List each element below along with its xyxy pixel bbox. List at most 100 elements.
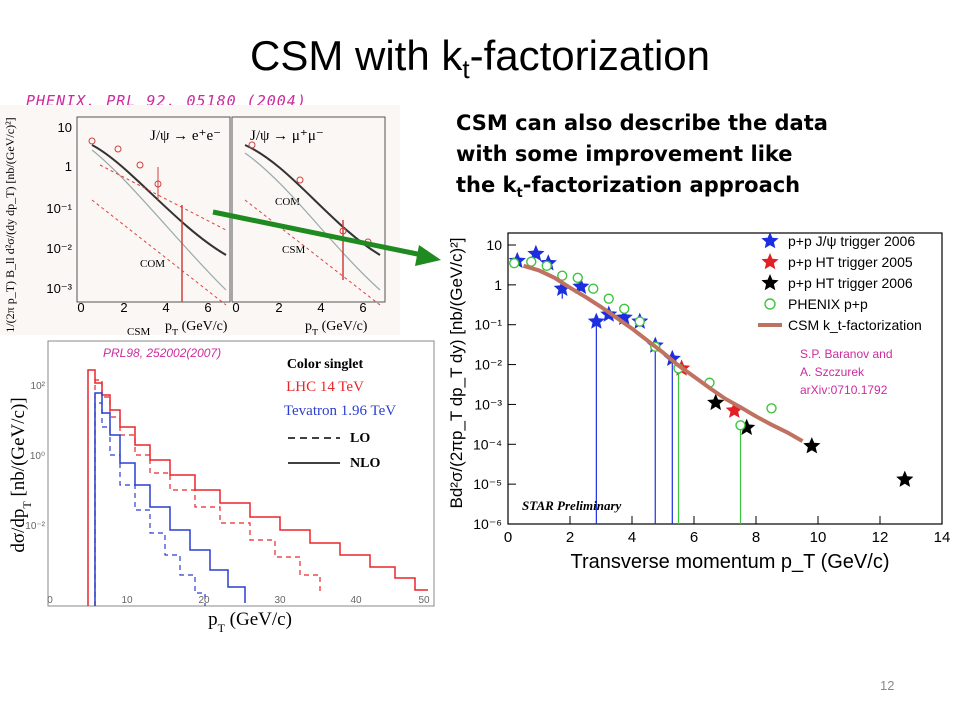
lhc-ylabel: dσ/dpT [nb/(GeV/c)]	[8, 397, 34, 552]
phenix-xticks: 0 2 4 6 0 2 4 6	[77, 300, 366, 315]
claim-line-1: CSM can also describe the data	[456, 111, 828, 135]
phenix-ytick: 10	[58, 120, 72, 135]
phenix-left-points	[88, 137, 183, 302]
tev-lo-hist	[94, 402, 206, 606]
legend-label: PHENIX p+p	[788, 296, 868, 312]
legend-label: CSM k_t-factorization	[788, 317, 922, 333]
phenix-left-xlabel: pT (GeV/c)	[165, 319, 228, 335]
star-axes: 0 2 4 6 8 10 12 14 10 1 10⁻¹ 10⁻² 10⁻³ 10⁻⁴ 10⁻⁵ 10⁻⁶	[473, 232, 950, 546]
phenix-left-point	[136, 161, 144, 169]
data-point-star	[896, 470, 914, 487]
lhc-ytick: 10⁻²	[25, 521, 45, 532]
claim-line-3: the kt-factorization approach	[456, 170, 946, 209]
phenix-yticks: 10 1 10⁻¹ 10⁻² 10⁻³	[46, 120, 72, 296]
star-xtick-label: 10	[810, 529, 827, 546]
data-point-circle	[603, 293, 614, 304]
lhc-lo-hist	[94, 379, 321, 606]
star-xlabel: Transverse momentum p_T (GeV/c)	[571, 551, 890, 573]
lhc-ytick: 10⁰	[30, 451, 45, 462]
legend-marker	[761, 253, 779, 270]
phenix-left-total-curve	[91, 144, 227, 256]
star-ytick-label: 10⁻⁴	[473, 436, 502, 452]
phenix-left-com: COM	[140, 258, 165, 270]
claim-line-3b: -factorization approach	[522, 173, 801, 197]
star-xtick-label: 0	[504, 529, 512, 546]
phenix-ytick: 10⁻¹	[46, 201, 72, 216]
lhc-ref: PRL98, 252002(2007)	[103, 346, 221, 360]
phenix-ytick: 10⁻²	[46, 241, 72, 256]
star-xtick-label: 12	[872, 529, 889, 546]
green-arrow	[212, 209, 441, 266]
arrow-shaft	[212, 209, 428, 259]
title-sub: t	[462, 54, 470, 84]
lhc-figure: dσ/dpT [nb/(GeV/c)] PRL98, 252002(2007) …	[8, 340, 435, 635]
data-point-circle	[508, 257, 520, 269]
phenix-left-frame	[76, 116, 231, 303]
lhc-xlabel: pT (GeV/c)	[208, 609, 292, 635]
star-xtick-label: 2	[566, 529, 574, 546]
phenix-xtick: 6	[204, 300, 211, 315]
star-xtick-label: 6	[690, 529, 698, 546]
data-point-star	[803, 437, 821, 454]
data-point-circle	[557, 270, 568, 281]
phenix-right-com-curve	[244, 152, 381, 291]
page-number: 12	[880, 678, 895, 693]
data-point-star	[738, 418, 756, 435]
phenix-ytick: 10⁻³	[46, 281, 72, 296]
star-ytick-label: 10⁻⁶	[473, 516, 502, 532]
phenix-left-com-curve	[91, 149, 227, 291]
data-point-circle	[619, 303, 630, 315]
claim-line-3-sub: t	[516, 186, 523, 202]
lhc-xtick: 0	[47, 595, 53, 606]
phenix-right-point	[248, 141, 256, 149]
lhc-legend-lhc: LHC 14 TeV	[286, 379, 364, 395]
star-ytick-label: 10⁻²	[474, 357, 502, 373]
series-line-4	[522, 263, 804, 443]
tev-nlo-hist	[94, 392, 246, 606]
claim-line-3a: the k	[456, 173, 517, 197]
phenix-xtick: 2	[275, 300, 282, 315]
phenix-left-point	[114, 145, 122, 153]
lhc-legend-title: Color singlet	[287, 357, 364, 372]
star-ref-line-1: S.P. Baranov and	[800, 347, 893, 361]
phenix-xtick: 4	[162, 300, 169, 315]
star-ylabel: Bd²σ/(2πp_T dp_T dy) [nb/(GeV/c)²]	[447, 237, 466, 508]
slide-title: CSM with kt-factorization	[0, 32, 960, 85]
star-xtick-label: 4	[628, 529, 636, 546]
arrow-head	[415, 245, 441, 266]
star-ytick-label: 10⁻¹	[474, 317, 502, 333]
lhc-xtick: 20	[198, 595, 210, 606]
phenix-right-channel: J/ψ → μ⁺μ⁻	[250, 128, 324, 144]
legend-marker	[761, 232, 779, 249]
legend-label: p+p J/ψ trigger 2006	[788, 233, 915, 249]
lhc-xtick: 30	[274, 595, 286, 606]
star-ytick-label: 1	[494, 277, 502, 293]
phenix-right-points	[248, 141, 372, 280]
data-point-star	[725, 401, 743, 418]
phenix-xtick: 4	[317, 300, 324, 315]
data-point-circle	[634, 316, 645, 327]
star-ref-line-2: A. Szczurek	[800, 365, 865, 379]
star-ytick-label: 10⁻⁵	[473, 476, 502, 492]
legend-marker	[761, 274, 779, 291]
star-legend: p+p J/ψ trigger 2006 p+p HT trigger 2005 p…	[758, 232, 922, 333]
data-point-circle	[572, 272, 583, 284]
lhc-xtick: 40	[350, 595, 362, 606]
lhc-xticks: 0 10 20 30 40 50	[47, 595, 430, 606]
lhc-ytick: 10²	[31, 381, 46, 392]
phenix-ytick: 1	[65, 159, 72, 174]
data-point-circle	[526, 256, 537, 267]
lhc-legend-lo: LO	[350, 431, 370, 446]
claim-text: CSM can also describe the data with some…	[456, 108, 946, 209]
star-ref-line-3: arXiv:0710.1792	[800, 383, 888, 397]
claim-line-2: with some improvement like	[456, 142, 793, 166]
data-point-circle	[766, 403, 777, 414]
data-point-star	[707, 393, 725, 411]
lhc-legend-tev: Tevatron 1.96 TeV	[284, 403, 396, 419]
lhc-yticks: 10² 10⁰ 10⁻²	[25, 381, 45, 532]
phenix-left-csm-curve	[91, 199, 227, 306]
phenix-right-point	[296, 176, 304, 184]
lhc-legend-nlo: NLO	[350, 456, 380, 471]
data-point-circle	[588, 283, 599, 294]
phenix-right-csm-curve	[244, 199, 381, 306]
